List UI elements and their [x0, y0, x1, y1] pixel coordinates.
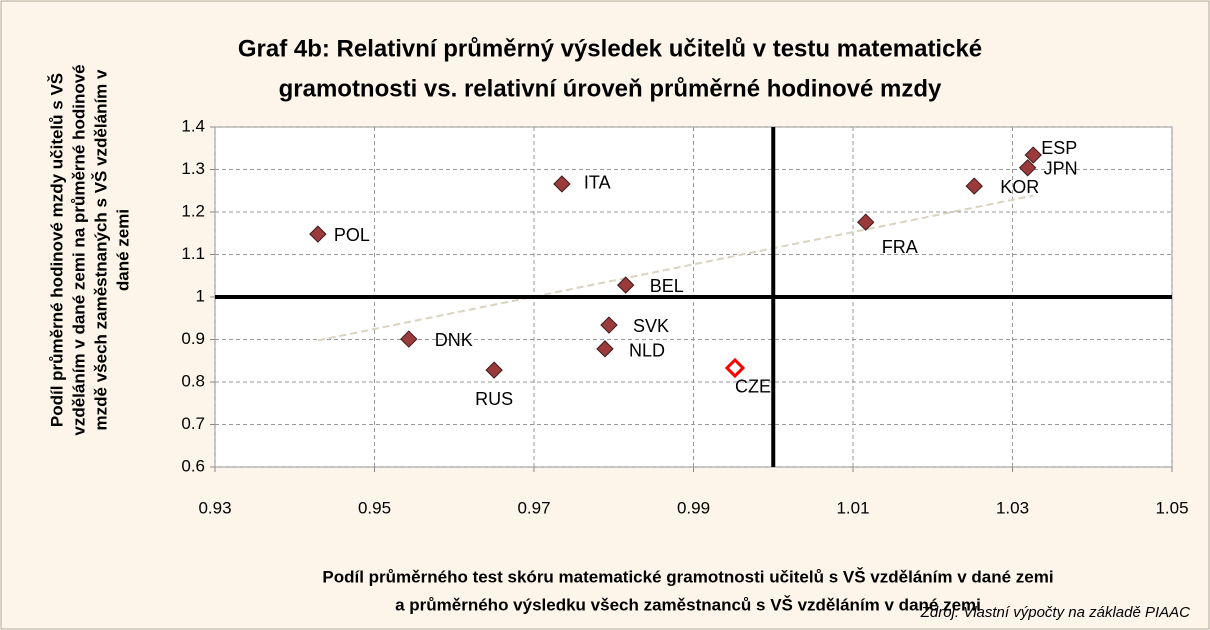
x-tick-label: 0.99: [677, 498, 710, 517]
x-tick-label: 1.05: [1155, 498, 1188, 517]
point: [485, 361, 503, 379]
y-axis-title: dané zemi: [113, 209, 132, 291]
y-tick-label: 1: [196, 286, 205, 305]
y-tick-label: 0.7: [181, 414, 205, 433]
point-label: POL: [334, 225, 370, 245]
point-label: DNK: [435, 330, 473, 350]
point: [596, 340, 614, 358]
point-label: SVK: [633, 316, 669, 336]
point-label: BEL: [650, 276, 684, 296]
point: [309, 225, 327, 243]
chart-title: gramotnosti vs. relativní úroveň průměrn…: [279, 75, 942, 102]
y-tick-label: 1.4: [181, 116, 205, 135]
point: [857, 213, 875, 231]
x-axis-title: Podíl průměrného test skóru matematické …: [322, 567, 1053, 586]
chart-title: Graf 4b: Relativní průměrný výsledek uči…: [238, 35, 982, 62]
trend-line: [317, 194, 1034, 342]
point: [724, 357, 746, 379]
y-tick-label: 0.9: [181, 329, 205, 348]
point: [1024, 146, 1042, 164]
point-label: CZE: [735, 377, 771, 397]
x-tick-label: 1.03: [996, 498, 1029, 517]
point: [600, 316, 618, 334]
point-label: FRA: [882, 237, 918, 257]
point-label: RUS: [475, 389, 513, 409]
point: [553, 175, 571, 193]
y-tick-label: 1.1: [181, 244, 205, 263]
x-tick-label: 0.97: [517, 498, 550, 517]
y-axis-title: mzdě všech zaměstnaných s VŠ vzděláním v: [91, 69, 110, 430]
x-tick-label: 0.95: [358, 498, 391, 517]
point: [965, 177, 983, 195]
point-label: NLD: [629, 341, 665, 361]
x-tick-label: 0.93: [198, 498, 231, 517]
y-axis-title: vzděláním v dané zemi na průměrné hodino…: [69, 64, 88, 435]
x-axis-title: a průměrného výsledku všech zaměstnanců …: [395, 595, 981, 614]
y-tick-label: 0.6: [181, 456, 205, 475]
point: [400, 330, 418, 348]
point-label: ESP: [1041, 138, 1077, 158]
source: Zdroj: Vlastní výpočty na základě PIAAC: [920, 604, 1190, 621]
y-tick-label: 1.2: [181, 201, 205, 220]
point-label: KOR: [1000, 177, 1039, 197]
point: [1018, 159, 1037, 177]
y-axis-title: Podíl průměrné hodinové mzdy učitelů s V…: [47, 73, 66, 427]
point-label: JPN: [1044, 159, 1078, 179]
y-tick-label: 0.8: [181, 371, 205, 390]
x-tick-label: 1.01: [836, 498, 869, 517]
point: [617, 276, 635, 294]
y-tick-label: 1.3: [181, 159, 205, 178]
point-label: ITA: [584, 173, 611, 193]
